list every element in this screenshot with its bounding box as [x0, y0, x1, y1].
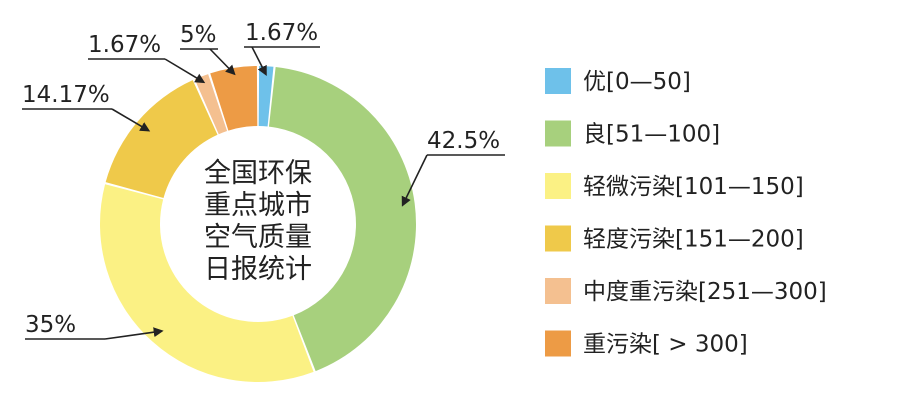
value-label: 5% [180, 22, 217, 48]
legend-swatch [545, 278, 571, 304]
legend-label: 轻度污染[151—200] [583, 227, 804, 253]
value-label: 1.67% [245, 20, 318, 46]
legend-swatch [545, 225, 571, 252]
value-label-leader [104, 327, 164, 340]
center-title-line: 日报统计 [204, 254, 312, 285]
legend: 优[0—50] 良[51—100] 轻微污染[101—150] 轻度污染[151—20… [545, 68, 827, 358]
legend-swatch [545, 330, 571, 357]
value-label-leader [401, 154, 428, 207]
donut-slice [258, 66, 274, 127]
center-title-line: 空气质量 [204, 222, 312, 253]
legend-label: 轻微污染[101—150] [583, 174, 804, 200]
value-label: 35% [25, 312, 76, 338]
donut-slice [268, 66, 417, 372]
donut-slice [210, 66, 258, 131]
legend-label: 优[0—50] [583, 69, 691, 95]
value-label-leader [111, 108, 151, 132]
legend-swatch [545, 120, 571, 147]
donut-slice [105, 80, 218, 199]
center-title-line: 全国环保 [204, 158, 312, 189]
value-label-leader [164, 58, 206, 84]
donut-slice [194, 74, 228, 135]
legend-label: 中度重污染[251—300] [583, 279, 827, 305]
value-label-leader [209, 48, 236, 76]
legend-swatch [545, 68, 571, 94]
legend-swatch [545, 173, 571, 199]
center-title-line: 重点城市 [204, 190, 312, 221]
legend-label: 良[51—100] [583, 122, 720, 148]
value-label-leader [251, 46, 267, 76]
value-label: 1.67% [88, 32, 161, 58]
legend-label: 重污染[ > 300] [583, 332, 748, 358]
value-labels: 1.67% 42.5% 35% 14.17% 1.67% 5% [22, 20, 505, 340]
value-label: 42.5% [427, 128, 500, 154]
value-label: 14.17% [22, 82, 110, 108]
